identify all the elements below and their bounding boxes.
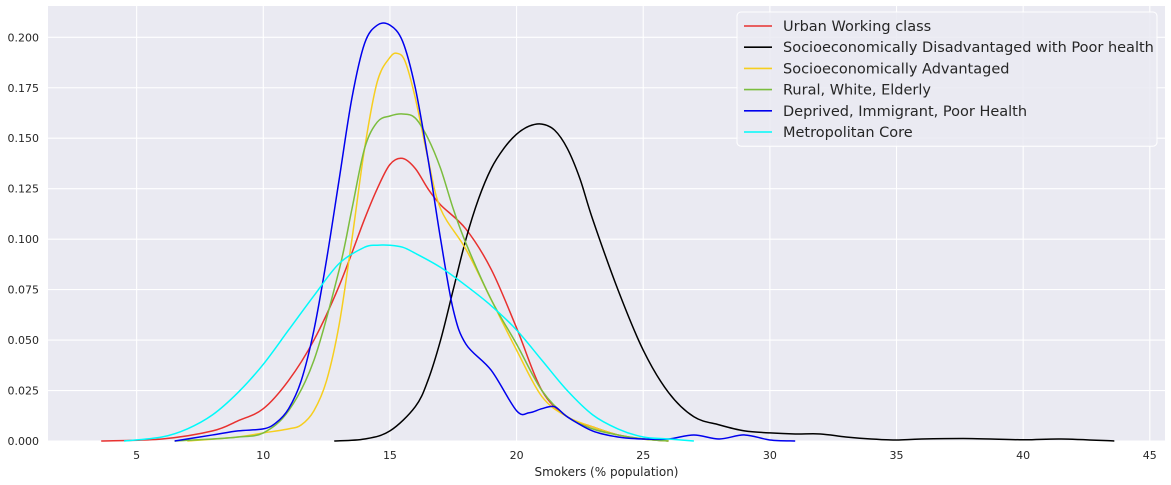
x-tick-label: 15: [383, 449, 397, 462]
y-tick-label: 0.150: [8, 132, 40, 145]
y-tick-label: 0.000: [8, 435, 40, 448]
y-tick-label: 0.075: [8, 284, 40, 297]
legend-entry-label: Deprived, Immigrant, Poor Health: [783, 104, 1027, 120]
legend-entry-label: Socioeconomically Disadvantaged with Poo…: [783, 40, 1154, 56]
y-tick-label: 0.100: [8, 233, 40, 246]
series-lines: [101, 22, 1115, 442]
x-tick-label: 45: [1143, 449, 1157, 462]
legend-entry-label: Rural, White, Elderly: [783, 83, 931, 99]
y-tick-label: 0.025: [8, 385, 40, 398]
y-tick-label: 0.125: [8, 183, 40, 196]
y-tick-label: 0.175: [8, 82, 40, 95]
x-tick-label: 30: [763, 449, 777, 462]
x-tick-label: 10: [256, 449, 270, 462]
x-axis-label: Smokers (% population): [535, 465, 679, 479]
y-axis-ticks: 0.000 0.025 0.050 0.075 0.100 0.125 0.150 0.175…: [8, 31, 40, 448]
y-tick-label: 0.200: [8, 31, 40, 44]
legend-entry-label: Urban Working class: [783, 19, 931, 35]
x-tick-label: 40: [1016, 449, 1030, 462]
x-tick-label: 35: [890, 449, 904, 462]
x-axis-ticks: 5 10 15 20 25 30 35 40 45: [133, 449, 1157, 462]
series-line-deprived-immigrant-poor-health: [174, 22, 796, 442]
legend-entry-label: Socioeconomically Advantaged: [783, 61, 1009, 77]
x-tick-label: 5: [133, 449, 140, 462]
x-tick-label: 25: [636, 449, 650, 462]
legend-entry-label: Metropolitan Core: [783, 125, 913, 141]
legend: Urban Working class Socioeconomically Dis…: [736, 11, 1158, 147]
legend-box: [736, 11, 1158, 147]
series-line-metropolitan-core: [123, 244, 694, 442]
x-tick-label: 20: [510, 449, 524, 462]
series-line-socioeconomically-disadvantaged-with-poor-health: [334, 123, 1115, 442]
y-tick-label: 0.050: [8, 334, 40, 347]
